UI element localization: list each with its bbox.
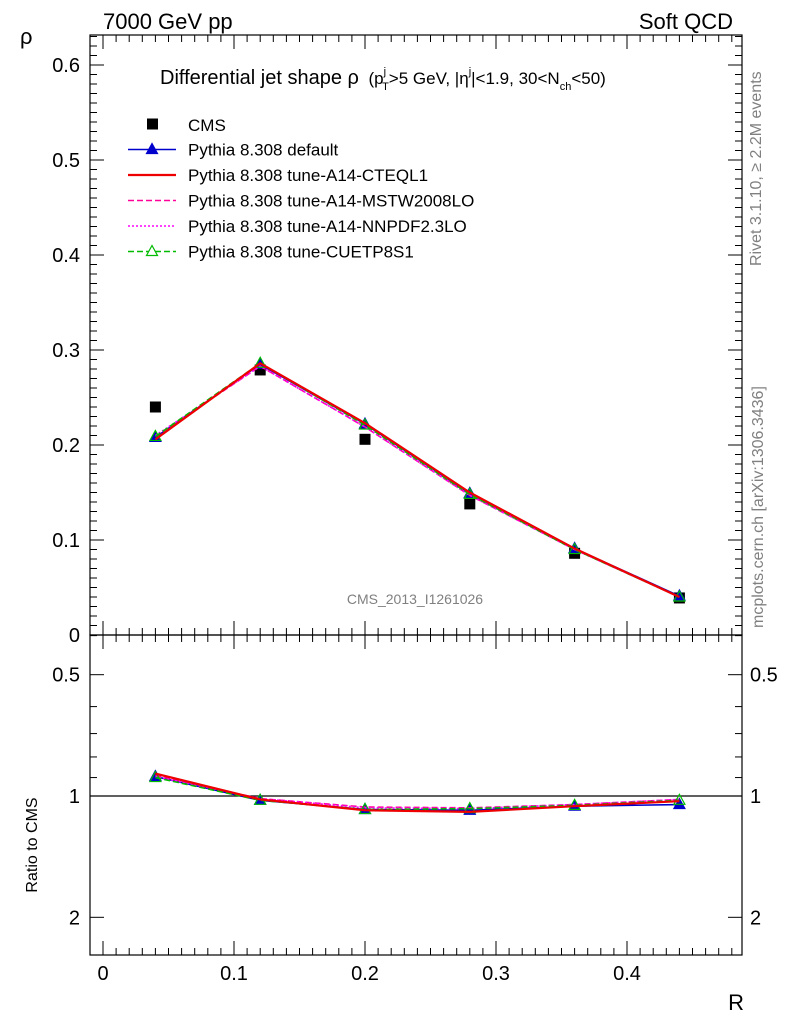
series-5-ratio-marker (568, 798, 582, 810)
series-5-marker (568, 542, 582, 555)
y-tick-label: 0.2 (52, 435, 80, 457)
title-nch-rest: <50) (571, 69, 606, 88)
legend-label-3: Pythia 8.308 tune-A14-MSTW2008LO (188, 192, 474, 211)
series-5-ratio-line (155, 776, 680, 811)
header-right: Soft QCD (639, 9, 733, 34)
title-pt-rest: >5 GeV, |η (389, 69, 469, 88)
series-4-line (154, 365, 680, 598)
legend-label-5: Pythia 8.308 tune-CUETP8S1 (188, 243, 414, 262)
title-nch-sub: ch (560, 81, 572, 93)
ratio-tick-label: 1 (750, 786, 761, 808)
series-5-line (154, 362, 680, 598)
y-tick-label: 0.3 (52, 340, 80, 362)
cms-data-point (464, 498, 476, 510)
series-5-marker (253, 356, 267, 368)
x-tick-label: 0.3 (482, 963, 510, 985)
ratio-tick-label: 2 (69, 907, 80, 929)
ratio-axis-label: Ratio to CMS (24, 797, 41, 892)
title-pt-sup: j (383, 66, 386, 78)
title-main: Differential jet shape ρ (160, 67, 359, 89)
series-5-ratio-marker (148, 770, 162, 783)
y-tick-label: 0.1 (52, 530, 80, 552)
rivet-version-label: Rivet 3.1.10, ≥ 2.2M events (748, 71, 765, 266)
series-3-ratio-line (155, 774, 680, 809)
x-axis-label: R (728, 990, 744, 1015)
axis-ticks: 0 0.1 0.2 0.3 0.4 0 0.1 0.2 0.3 0.4 0.5 0.6 0.5 0.5 1 1… (52, 35, 778, 985)
ratio-tick-label: 0.5 (52, 665, 80, 687)
legend-marker-1 (145, 142, 159, 155)
title-eta-rest: |<1.9, 30<N (471, 69, 560, 88)
ratio-series-layer (148, 769, 686, 815)
main-series-layer (148, 356, 686, 604)
series-2-line (154, 361, 680, 598)
x-tick-label: 0.4 (613, 963, 641, 985)
x-tick-label: 0.1 (220, 963, 248, 985)
header-left: 7000 GeV pp (103, 9, 233, 34)
title-eta-sup: j (468, 66, 471, 78)
ratio-tick-label: 0.5 (750, 665, 778, 687)
x-tick-label: 0.2 (351, 963, 379, 985)
ratio-tick-label: 1 (69, 786, 80, 808)
x-tick-label: 0 (97, 963, 108, 985)
mcplots-label: mcplots.cern.ch [arXiv:1306.3436] (750, 386, 767, 628)
legend-label-2: Pythia 8.308 tune-A14-CTEQL1 (188, 166, 428, 185)
analysis-watermark: CMS_2013_I1261026 (347, 591, 483, 607)
series-2-ratio-line (155, 772, 680, 813)
ratio-tick-label: 2 (750, 907, 761, 929)
y-tick-label: 0.6 (52, 55, 80, 77)
y-axis-label: ρ (20, 24, 33, 49)
legend-marker-cms (147, 118, 158, 130)
legend: CMS Pythia 8.308 default Pythia 8.308 tune… (128, 116, 474, 262)
series-5-ratio-marker (672, 793, 686, 805)
series-3-line (154, 365, 680, 598)
chart-title: Differential jet shape ρ (pj T>5 GeV, |ηj… (160, 66, 606, 93)
series-5-ratio-marker (358, 802, 372, 815)
cms-data-point (149, 401, 161, 413)
y-tick-label: 0.4 (52, 245, 80, 267)
legend-label-4: Pythia 8.308 tune-A14-NNPDF2.3LO (188, 217, 467, 236)
y-tick-label: 0 (69, 625, 80, 647)
title-pt-symbol: p (374, 69, 383, 88)
series-1-ratio-marker (672, 797, 686, 810)
cms-data-point (254, 364, 266, 376)
legend-marker-5 (145, 244, 159, 257)
ratio-plot-frame (89, 634, 743, 956)
cms-data-point (359, 433, 371, 445)
legend-label-cms: CMS (188, 116, 226, 135)
legend-label-1: Pythia 8.308 default (188, 141, 339, 160)
title-pt-sub: T (382, 81, 389, 93)
y-tick-label: 0.5 (52, 150, 80, 172)
series-5-marker (148, 429, 162, 442)
